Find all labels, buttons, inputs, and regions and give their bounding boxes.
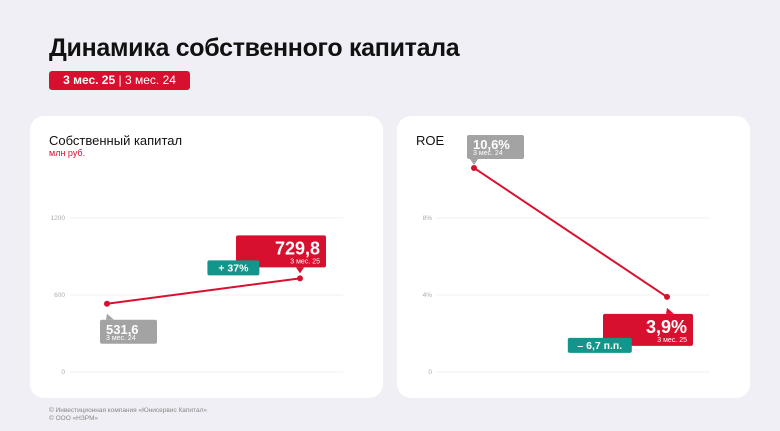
period-previous: 3 мес. 24: [124, 73, 176, 87]
equity-chart: 0 600 1200 531,63 мес. 24 729,83 мес. 25 + 37…: [51, 215, 343, 376]
series-line: [473, 167, 668, 298]
value-label-box: [236, 235, 326, 268]
period-label: 3 мес. 25: [657, 337, 687, 344]
series-line: [106, 277, 301, 305]
change-badge: [567, 337, 632, 353]
change-value: + 37%: [218, 262, 249, 274]
value-label-box: [100, 319, 157, 344]
period-label: 3 мес. 24: [473, 150, 503, 157]
y-tick-label: 8%: [423, 215, 433, 222]
change-badge: [207, 260, 260, 276]
period-label: 3 мес. 25: [290, 258, 320, 265]
roe-title: ROE: [416, 133, 445, 148]
equity-card: Собственный капитал млн руб. 0 600 1200 531…: [30, 116, 383, 398]
data-point: [297, 275, 303, 282]
value-label-box: [603, 313, 693, 346]
period-current: 3 мес. 25: [63, 73, 116, 87]
page-title: Динамика собственного капитала: [49, 34, 460, 62]
value-label-pointer: [470, 158, 478, 165]
value-label: 531,6: [106, 322, 139, 337]
period-badge: 3 мес. 25 | 3 мес. 24: [49, 71, 190, 90]
equity-title: Собственный капитал: [49, 133, 183, 148]
period-label: 3 мес. 24: [106, 335, 136, 342]
value-label-pointer: [666, 307, 674, 314]
change-value: – 6,7 п.п.: [577, 340, 622, 352]
y-tick-label: 0: [428, 369, 432, 376]
footer-line-1: © Инвестиционная компания «Юнисервис Кап…: [49, 407, 207, 414]
y-tick-label: 1200: [51, 215, 66, 222]
value-label-box: [467, 134, 524, 159]
value-label: 3,9%: [646, 317, 687, 337]
value-label-pointer: [296, 267, 304, 274]
roe-chart: 0 4% 8% 10,6%3 мес. 24 3,9%3 мес. 25 – 6,7 п.…: [423, 134, 710, 376]
data-point: [104, 300, 110, 307]
value-label-pointer: [106, 313, 114, 320]
data-point: [664, 293, 670, 300]
period-separator: |: [118, 73, 122, 87]
roe-card: ROE 0 4% 8% 10,6% 3 мес. 24 3,9% 3 мес. 25 – 6,…: [397, 116, 750, 398]
y-tick-label: 0: [61, 369, 65, 376]
y-tick-label: 4%: [423, 292, 433, 299]
footer-line-2: © ООО «НЗРМ»: [49, 415, 99, 422]
data-point: [471, 164, 477, 171]
y-tick-label: 600: [54, 292, 65, 299]
equity-unit: млн руб.: [49, 148, 86, 158]
value-label: 10,6%: [473, 137, 510, 152]
value-label: 729,8: [275, 238, 320, 258]
